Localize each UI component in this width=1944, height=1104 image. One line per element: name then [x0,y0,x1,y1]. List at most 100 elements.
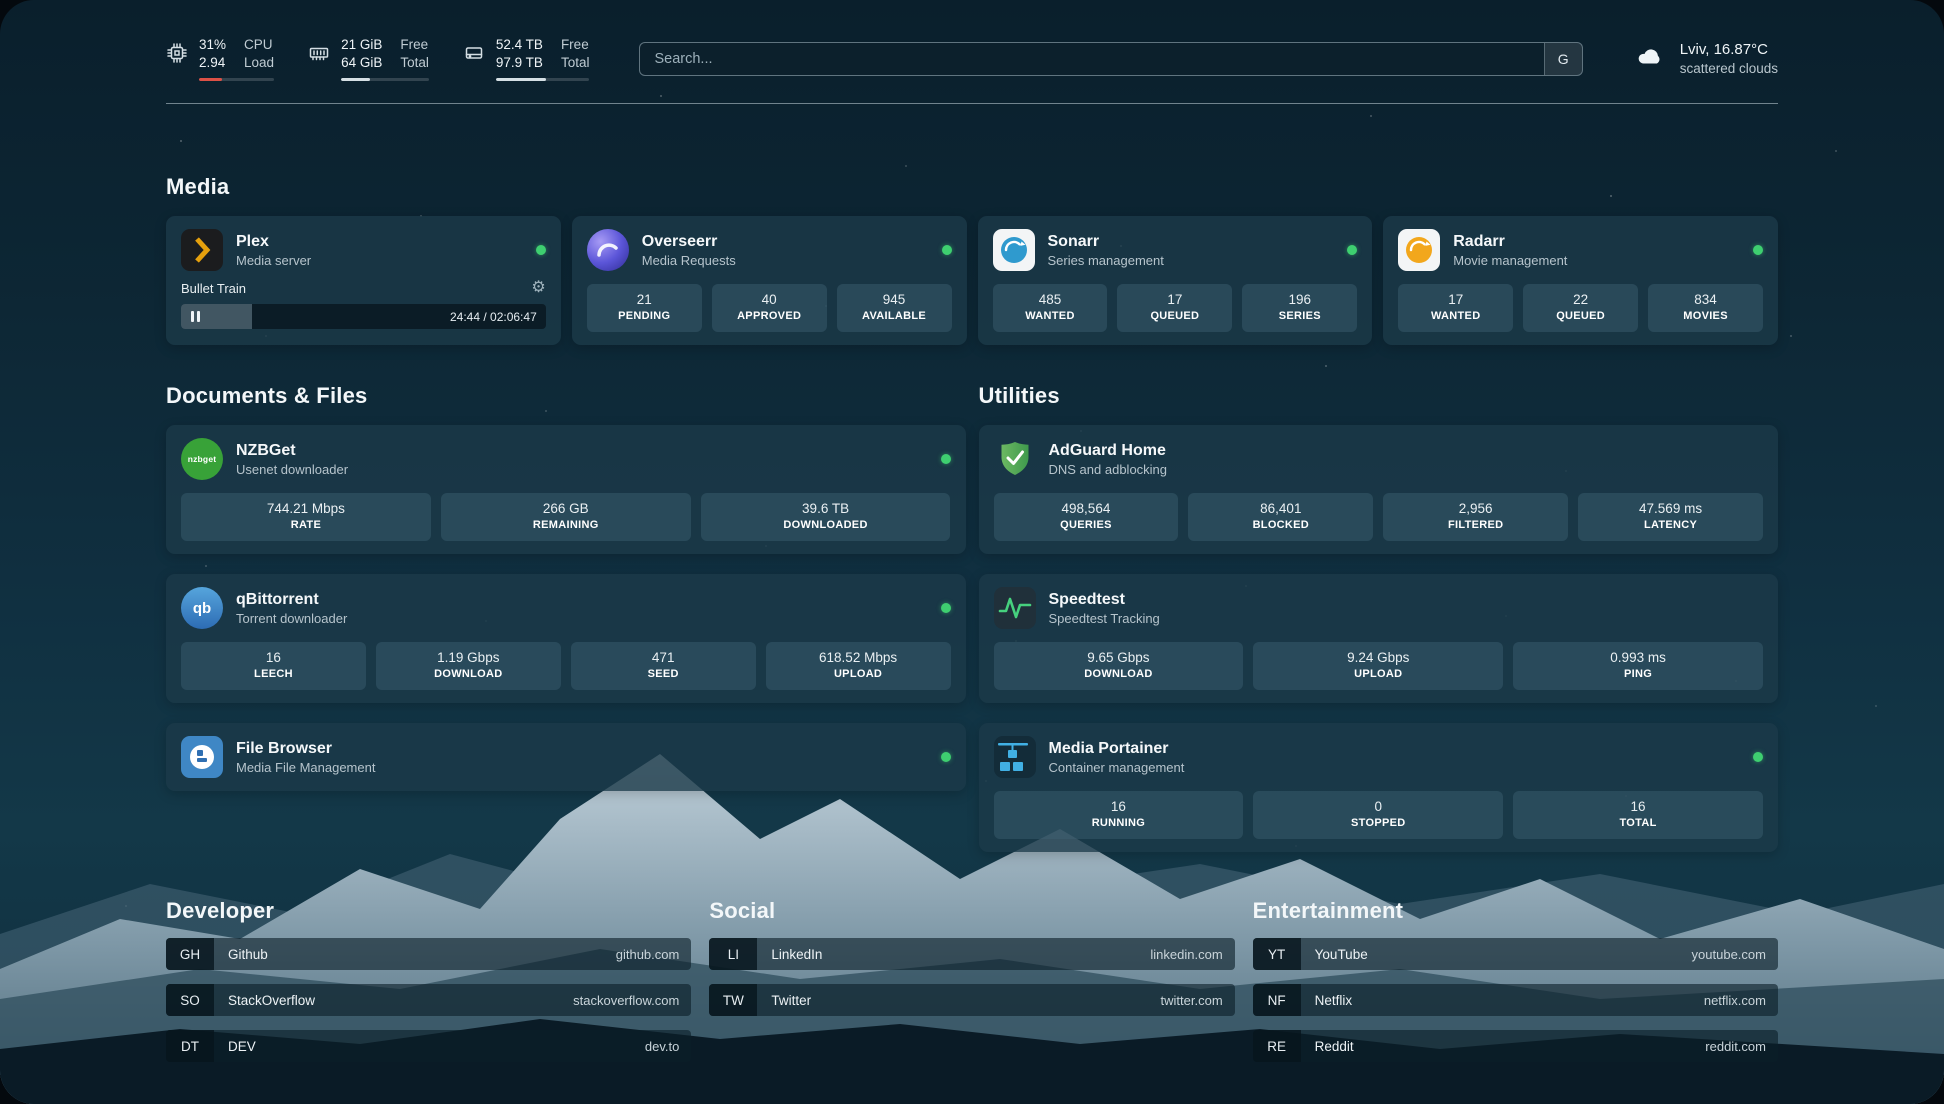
stat-download: 9.65 Gbps DOWNLOAD [993,642,1244,691]
speedtest-icon [993,587,1036,630]
overseerr-icon [586,229,629,272]
bookmark-name: DEV [228,1038,256,1054]
bookmark-reddit[interactable]: RE Reddit reddit.com [1252,1030,1778,1063]
settings-gear-icon[interactable]: ⚙ [531,279,546,297]
app-subtitle: Speedtest Tracking [1048,610,1160,626]
cpu-widget: 31% 2.94 CPU Load [166,36,275,82]
ram-total-value: 64 GiB [341,55,383,71]
disk-free-label: Free [560,37,589,52]
app-card-qbittorrent[interactable]: qb qBittorrent Torrent downloader 16 [166,574,966,704]
weather-condition: scattered clouds [1679,60,1778,76]
bookmark-name: Reddit [1314,1038,1354,1054]
bookmark-abbr: GH [166,938,214,971]
bookmark-url: reddit.com [1705,1038,1766,1054]
system-widgets: 31% 2.94 CPU Load [166,36,590,82]
bookmark-linkedin[interactable]: LI LinkedIn linkedin.com [709,938,1235,971]
app-card-plex[interactable]: Plex Media server Bullet Train ⚙ 24:44 /… [166,216,561,346]
ram-widget: 21 GiB 64 GiB Free Total [308,36,429,82]
bookmark-name: Netflix [1314,992,1353,1008]
filebrowser-icon [181,736,223,779]
stat-running: 16 RUNNING [993,791,1244,840]
app-card-adguard[interactable]: AdGuard Home DNS and adblocking 498,564 … [978,425,1778,555]
bookmark-netflix[interactable]: NF Netflix netflix.com [1252,984,1778,1017]
ram-free-value: 21 GiB [341,37,383,52]
cpu-usage-bar [199,78,275,82]
bookmark-abbr: DT [166,1030,214,1063]
bookmark-abbr: RE [1252,1030,1301,1063]
bookmark-url: dev.to [644,1038,680,1054]
bookmark-name: YouTube [1314,946,1368,962]
app-card-portainer[interactable]: Media Portainer Container management 16 … [978,723,1778,853]
stat-upload: 9.24 Gbps UPLOAD [1253,642,1504,691]
app-card-overseerr[interactable]: Overseerr Media Requests 21 PENDING 40 A… [571,216,967,346]
bookmark-stackoverflow[interactable]: SO StackOverflow stackoverflow.com [166,984,692,1017]
app-name: Plex [236,232,269,250]
bookmark-url: twitter.com [1160,992,1223,1008]
app-subtitle: Torrent downloader [236,610,348,626]
cpu-icon [166,42,188,69]
stat-available: 945 AVAILABLE [836,284,952,333]
stat-filtered: 2,956 FILTERED [1383,493,1569,542]
stat-seed: 471 SEED [570,642,756,691]
app-subtitle: Media File Management [236,759,376,775]
top-bar: 31% 2.94 CPU Load [166,0,1778,82]
stat-ping: 0.993 ms PING [1513,642,1763,691]
bookmark-twitter[interactable]: TW Twitter twitter.com [709,984,1235,1017]
stat-rate: 744.21 Mbps RATE [181,493,431,542]
section-entertainment: Entertainment YT YouTube youtube.com NF … [1252,898,1778,1076]
status-dot [941,245,952,256]
status-dot [1753,245,1763,256]
app-name: Media Portainer [1048,739,1169,757]
bookmark-abbr: NF [1252,984,1301,1017]
cpu-load-value: 2.94 [199,55,226,71]
app-subtitle: Container management [1048,759,1185,775]
status-dot [535,245,546,256]
playback-progress-bar[interactable]: 24:44 / 02:06:47 [181,304,546,330]
app-card-filebrowser[interactable]: File Browser Media File Management [166,723,966,792]
portainer-icon [993,736,1036,779]
pause-button[interactable] [188,308,203,325]
section-title-media: Media [166,174,230,200]
app-name: File Browser [236,739,333,757]
bookmark-url: youtube.com [1691,946,1766,962]
section-social: Social LI LinkedIn linkedin.com TW Twitt… [709,898,1235,1076]
section-documents: Documents & Files nzbget NZBGet Usenet d… [166,383,966,852]
stat-wanted: 17 WANTED [1398,284,1514,333]
bookmark-dev[interactable]: DT DEV dev.to [166,1030,692,1063]
sonarr-icon [992,229,1035,272]
app-name: AdGuard Home [1048,441,1166,459]
section-title-entertainment: Entertainment [1252,898,1404,924]
app-card-speedtest[interactable]: Speedtest Speedtest Tracking 9.65 Gbps D… [978,574,1778,704]
nzbget-icon: nzbget [181,438,223,481]
section-title-social: Social [709,898,776,924]
search-input[interactable] [639,41,1583,76]
cpu-load-label: Load [244,55,275,71]
app-card-sonarr[interactable]: Sonarr Series management 485 WANTED 17 Q… [977,216,1373,346]
app-name: Radarr [1453,232,1505,250]
stat-queued: 17 QUEUED [1117,284,1233,333]
header-divider [166,103,1778,105]
bookmark-github[interactable]: GH Github github.com [166,938,692,971]
status-dot [940,752,951,763]
cloud-icon [1635,43,1667,74]
bookmark-youtube[interactable]: YT YouTube youtube.com [1252,938,1778,971]
search-bar: G [639,41,1583,76]
stat-queued: 22 QUEUED [1523,284,1639,333]
bookmark-abbr: YT [1252,938,1301,971]
bookmark-abbr: SO [166,984,214,1017]
search-engine-button[interactable]: G [1543,42,1582,75]
app-card-nzbget[interactable]: nzbget NZBGet Usenet downloader 744.21 M… [166,425,966,555]
stat-wanted: 485 WANTED [992,284,1108,333]
app-card-radarr[interactable]: Radarr Movie management 17 WANTED 22 QUE… [1383,216,1778,346]
playback-time: 24:44 / 02:06:47 [450,309,537,324]
disk-total-value: 97.9 TB [495,55,543,71]
disk-widget: 52.4 TB 97.9 TB Free Total [463,36,590,82]
app-name: Speedtest [1048,590,1125,608]
cpu-label: CPU [244,37,273,52]
stat-blocked: 86,401 BLOCKED [1188,493,1374,542]
section-utilities: Utilities [978,383,1778,853]
app-subtitle: Usenet downloader [236,461,349,477]
disk-usage-bar [495,78,590,82]
section-title-utilities: Utilities [978,383,1060,409]
ram-icon [308,42,330,69]
